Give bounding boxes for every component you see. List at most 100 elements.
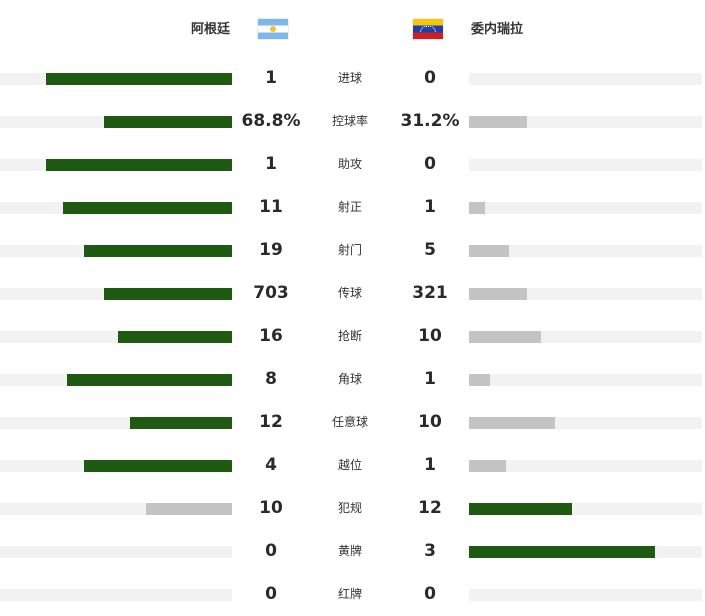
stat-row: 11 射正 1 [0,186,705,229]
away-stat-value: 0 [424,154,436,174]
stat-label: 控球率 [331,114,368,128]
stat-row: 19 射门 5 [0,229,705,272]
stat-label: 抢断 [337,329,362,343]
home-stat-bar [46,159,232,171]
away-stat-value: 0 [424,584,436,604]
away-stat-bar [469,374,490,386]
away-stat-value: 321 [412,283,448,303]
home-stat-value: 11 [259,197,283,217]
home-stat-value: 8 [265,369,277,389]
venezuela-flag-icon [413,19,443,39]
home-stat-bar [62,202,232,214]
away-stat-bar [469,460,507,472]
home-stat-bar [67,374,232,386]
home-stat-bar [146,503,232,515]
stat-label: 角球 [337,372,362,386]
away-stat-track [469,73,702,85]
home-stat-value: 0 [265,584,277,604]
match-header: 阿根廷 委内瑞拉 [0,0,705,60]
home-stat-track [0,116,232,128]
stat-label: 射门 [337,243,362,257]
away-stat-value: 10 [418,326,442,346]
stat-row: 0 红牌 0 [0,573,705,616]
home-stat-value: 4 [265,455,277,475]
home-stat-value: 12 [259,412,283,432]
away-stat-bar [469,417,556,429]
away-stat-bar [469,503,572,515]
stat-label: 传球 [337,286,362,300]
stat-label: 越位 [337,458,362,472]
away-stat-track [469,546,702,558]
away-stat-track [469,417,702,429]
away-team-name: 委内瑞拉 [471,22,524,37]
away-stat-track [469,503,702,515]
home-stat-bar [83,460,232,472]
stat-row: 1 助攻 0 [0,143,705,186]
home-stat-track [0,245,232,257]
home-stat-track [0,589,232,601]
away-stat-bar [469,288,528,300]
away-stat-value: 1 [424,197,436,217]
away-stat-bar [469,546,656,558]
stat-row: 703 传球 321 [0,272,705,315]
away-stat-track [469,589,702,601]
away-stat-bar [469,202,486,214]
home-stat-value: 0 [265,541,277,561]
home-stat-bar [83,245,232,257]
away-stat-value: 1 [424,369,436,389]
stat-label: 红牌 [337,587,362,601]
home-stat-track [0,331,232,343]
away-stat-bar [469,245,509,257]
stat-row: 4 越位 1 [0,444,705,487]
stat-row: 1 进球 0 [0,57,705,100]
home-stat-value: 703 [253,283,289,303]
stat-row: 16 抢断 10 [0,315,705,358]
home-stat-value: 1 [265,154,277,174]
home-stat-track [0,503,232,515]
home-stat-track [0,73,232,85]
home-stat-bar [46,73,232,85]
away-stat-track [469,202,702,214]
stat-label: 进球 [337,71,362,85]
away-stat-value: 0 [424,68,436,88]
away-stat-value: 3 [424,541,436,561]
away-stat-value: 31.2% [400,111,460,131]
stat-row: 0 黄牌 3 [0,530,705,573]
home-stat-value: 16 [259,326,283,346]
away-stat-track [469,331,702,343]
away-stat-value: 5 [424,240,436,260]
home-stat-bar [104,116,232,128]
home-stat-track [0,460,232,472]
stat-label: 犯规 [337,501,362,515]
home-stat-value: 19 [259,240,283,260]
away-stat-value: 1 [424,455,436,475]
away-stat-track [469,116,702,128]
home-stat-track [0,288,232,300]
stat-row: 8 角球 1 [0,358,705,401]
home-stat-value: 68.8% [241,111,301,131]
stat-label: 助攻 [337,157,362,171]
home-stat-bar [118,331,232,343]
home-stat-track [0,417,232,429]
home-stat-track [0,374,232,386]
away-stat-value: 10 [418,412,442,432]
home-stat-bar [129,417,232,429]
home-stat-bar [104,288,232,300]
away-stat-track [469,374,702,386]
stat-row: 10 犯规 12 [0,487,705,530]
home-stat-track [0,546,232,558]
argentina-flag-icon [258,19,288,39]
away-stat-track [469,288,702,300]
away-stat-track [469,460,702,472]
home-stat-value: 10 [259,498,283,518]
stat-label: 射正 [337,200,362,214]
stat-label: 任意球 [331,415,368,429]
stat-row: 12 任意球 10 [0,401,705,444]
home-stat-value: 1 [265,68,277,88]
stat-label: 黄牌 [337,544,362,558]
away-stat-bar [469,116,528,128]
home-stat-track [0,159,232,171]
away-stat-track [469,245,702,257]
away-stat-value: 12 [418,498,442,518]
home-team-name: 阿根廷 [190,22,230,37]
